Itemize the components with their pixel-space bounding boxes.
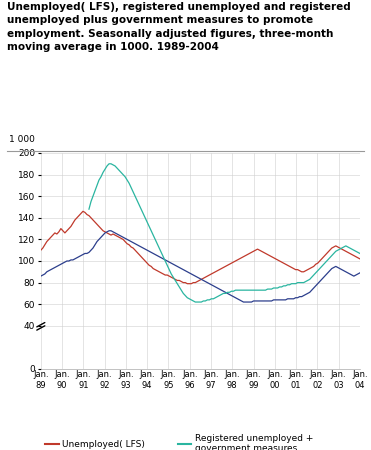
- Legend: Unemployed( LFS), Registered unemployed, Registered unemployed +
government meas: Unemployed( LFS), Registered unemployed,…: [45, 434, 313, 450]
- Text: Unemployed( LFS), registered unemployed and registered
unemployed plus governmen: Unemployed( LFS), registered unemployed …: [7, 2, 351, 52]
- Text: 1 000: 1 000: [9, 135, 35, 144]
